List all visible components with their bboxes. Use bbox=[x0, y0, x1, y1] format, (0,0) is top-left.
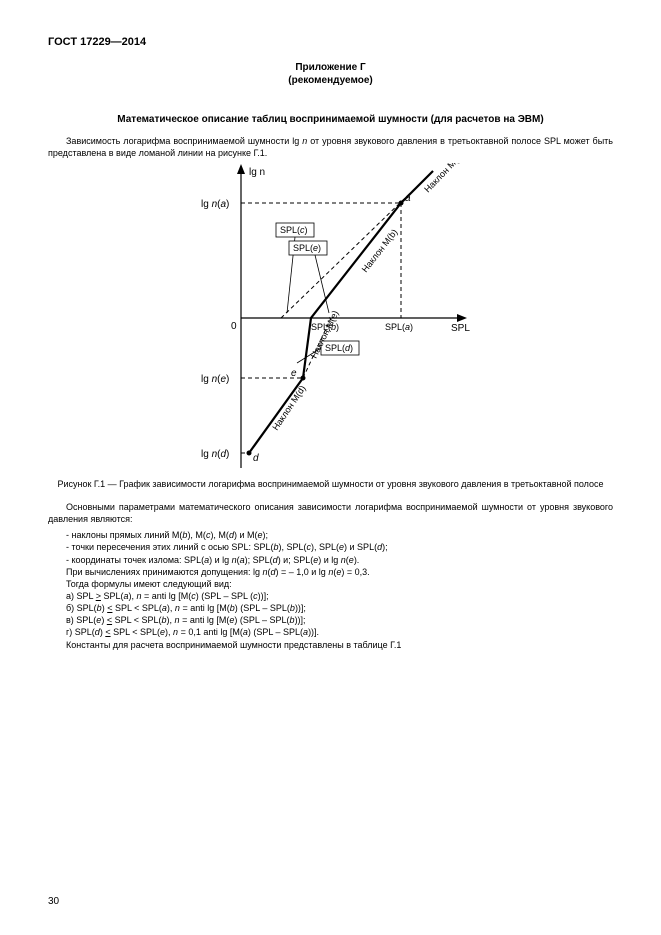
bullet-2: - точки пересечения этих линий с осью SP… bbox=[78, 541, 613, 553]
x-axis-label: SPL bbox=[451, 323, 470, 334]
svg-text:a: a bbox=[405, 193, 411, 204]
assumption: При вычислениях принимаются допущения: l… bbox=[66, 566, 613, 578]
svg-text:SPL(c): SPL(c) bbox=[280, 225, 308, 235]
figure-caption: Рисунок Г.1 — График зависимости логариф… bbox=[48, 479, 613, 491]
axes: lg n SPL 0 bbox=[231, 164, 470, 468]
y-axis-label: lg n bbox=[249, 167, 265, 178]
slope-mc-label: Наклон М(c) bbox=[422, 163, 465, 194]
annex-title: Приложение Г bbox=[48, 62, 613, 73]
spl-c-box: SPL(c) bbox=[276, 223, 314, 313]
svg-text:SPL(d): SPL(d) bbox=[325, 343, 353, 353]
lg-ne-label: lg n(e) bbox=[201, 374, 229, 385]
spl-a-axis: SPL(a) bbox=[385, 322, 413, 332]
annex-subtitle: (рекомендуемое) bbox=[48, 75, 613, 86]
params-intro: Основными параметрами математического оп… bbox=[48, 501, 613, 525]
formula-b: б) SPL(b) < SPL < SPL(a), n = anti lg [M… bbox=[66, 602, 613, 614]
figure-wrap: lg n SPL 0 lg bbox=[48, 163, 613, 473]
section-title: Математическое описание таблиц восприним… bbox=[48, 114, 613, 125]
then-line: Тогда формулы имеют следующий вид: bbox=[66, 578, 613, 590]
slope-md-label: Наклон М(d) bbox=[270, 384, 307, 433]
formula-c: в) SPL(e) < SPL < SPL(b), n = anti lg [M… bbox=[66, 614, 613, 626]
page: ГОСТ 17229—2014 Приложение Г (рекомендуе… bbox=[0, 0, 661, 935]
origin-zero: 0 bbox=[231, 321, 237, 332]
last-line: Константы для расчета воспринимаемой шум… bbox=[66, 639, 613, 651]
page-number: 30 bbox=[48, 896, 59, 907]
intro-paragraph: Зависимость логарифма воспринимаемой шум… bbox=[48, 135, 613, 159]
figure-g1: lg n SPL 0 lg bbox=[181, 163, 481, 473]
svg-text:e: e bbox=[291, 368, 297, 379]
slope-mb-label: Наклон М(b) bbox=[359, 227, 399, 274]
main-polyline bbox=[249, 171, 433, 453]
doc-header: ГОСТ 17229—2014 bbox=[48, 36, 613, 48]
formula-a: а) SPL > SPL(a), n = anti lg [M(c) (SPL … bbox=[66, 590, 613, 602]
svg-text:SPL(e): SPL(e) bbox=[293, 243, 321, 253]
svg-text:d: d bbox=[253, 453, 259, 464]
lg-na-label: lg n(a) bbox=[201, 199, 229, 210]
bullet-3: - координаты точек излома: SPL(a) и lg n… bbox=[78, 554, 613, 566]
formula-d: г) SPL(d) < SPL < SPL(e), n = 0,1 anti l… bbox=[66, 626, 613, 638]
lg-nd-label: lg n(d) bbox=[201, 449, 229, 460]
bullet-1: - наклоны прямых линий M(b), M(c), M(d) … bbox=[78, 529, 613, 541]
